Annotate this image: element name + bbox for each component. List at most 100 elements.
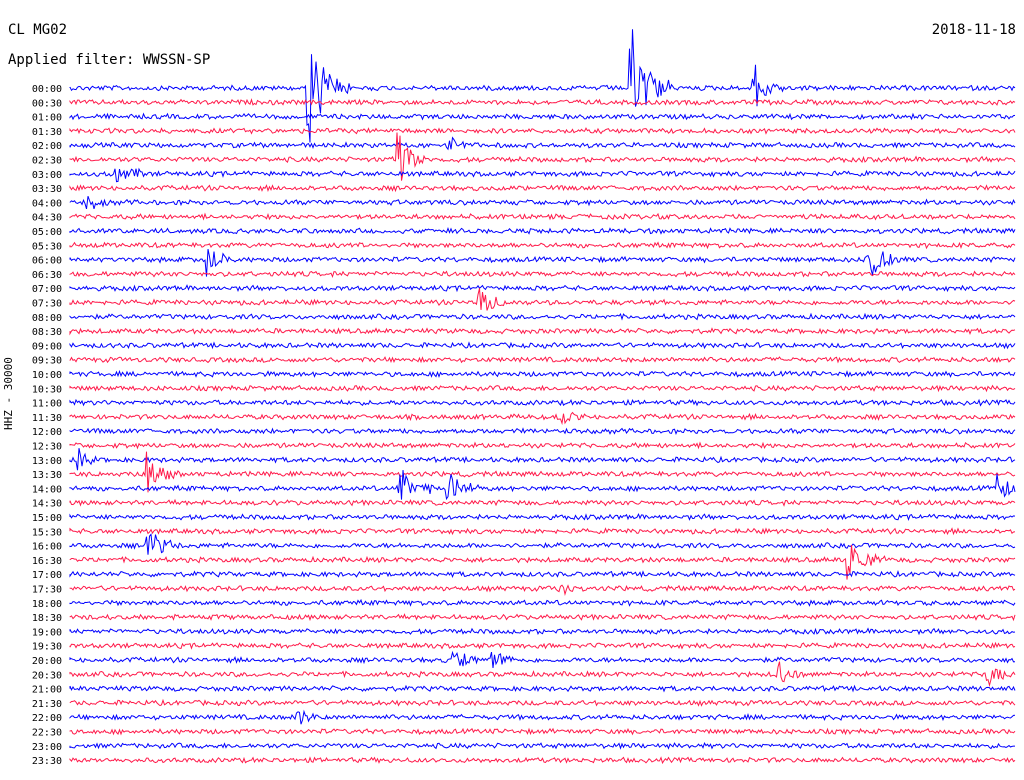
filter-subtitle: Applied filter: WWSSN-SP (8, 52, 211, 68)
seismic-trace-row (69, 742, 1015, 750)
seismic-trace-row (69, 369, 1016, 378)
seismic-trace-row (69, 132, 1016, 181)
seismic-trace-row (69, 167, 1016, 183)
seismic-trace-row (69, 127, 1016, 135)
row-time-label: 07:00 (32, 284, 62, 295)
seismic-trace-row (69, 650, 1016, 668)
station-title: CL MG02 (8, 22, 68, 38)
seismic-trace-row (69, 327, 1016, 336)
seismic-trace-row (69, 312, 1016, 321)
row-time-label: 17:00 (32, 570, 62, 581)
seismic-trace-row (69, 584, 1016, 597)
row-time-label: 10:30 (32, 384, 62, 395)
row-time-label: 12:30 (32, 442, 62, 453)
seismic-trace-row (69, 136, 1016, 151)
seismic-trace-row (69, 627, 1016, 636)
seismic-trace-row (69, 613, 1016, 622)
seismic-trace-row (69, 227, 1016, 235)
date-label: 2018-11-18 (931, 22, 1016, 38)
row-time-label: 01:30 (32, 127, 62, 138)
seismic-trace-row (69, 29, 1016, 143)
row-time-label: 23:30 (32, 756, 62, 767)
seismic-trace-row (69, 448, 1016, 471)
row-time-label: 17:30 (32, 585, 62, 596)
row-time-label: 19:00 (32, 627, 62, 638)
row-time-label: 03:00 (32, 170, 62, 181)
seismic-trace-row (69, 398, 1016, 407)
row-time-label: 06:00 (32, 256, 62, 267)
row-time-label: 02:30 (32, 156, 62, 167)
row-time-label: 12:00 (32, 427, 62, 438)
row-time-label: 16:30 (32, 556, 62, 567)
row-time-label: 19:30 (32, 642, 62, 653)
seismic-trace-row (69, 241, 1016, 250)
row-time-label: 22:30 (32, 728, 62, 739)
row-time-label: 02:00 (32, 141, 62, 152)
row-time-label: 08:00 (32, 313, 62, 324)
seismic-trace-row (69, 196, 1016, 210)
row-time-label: 10:00 (32, 370, 62, 381)
row-time-label: 09:00 (32, 341, 62, 352)
row-time-label: 06:30 (32, 270, 62, 281)
row-time-label: 11:00 (32, 399, 62, 410)
seismic-trace-row (69, 544, 1016, 580)
seismic-trace-row (69, 98, 1016, 107)
seismic-trace-row (69, 570, 1016, 579)
row-time-label: 00:30 (32, 98, 62, 109)
seismic-trace-row (69, 249, 1016, 277)
row-time-label: 13:00 (32, 456, 62, 467)
row-time-label: 21:30 (32, 699, 62, 710)
row-time-label: 05:00 (32, 227, 62, 238)
row-time-label: 09:30 (32, 356, 62, 367)
seismic-trace-row (69, 698, 1016, 707)
seismic-trace-row (69, 727, 1016, 736)
seismic-trace-row (69, 427, 1016, 435)
row-time-label: 15:30 (32, 527, 62, 538)
seismic-trace-row (69, 661, 1016, 688)
row-time-label: 21:00 (32, 685, 62, 696)
seismic-trace-row (69, 641, 1016, 650)
row-time-label: 04:30 (32, 213, 62, 224)
row-time-label: 03:30 (32, 184, 62, 195)
seismic-trace-row (69, 270, 1016, 279)
row-time-label: 01:00 (32, 113, 62, 124)
seismic-trace-row (69, 112, 1016, 121)
seismic-trace-row (69, 288, 1016, 311)
row-time-label: 14:30 (32, 499, 62, 510)
row-time-label: 18:00 (32, 599, 62, 610)
row-time-label: 00:00 (32, 84, 62, 95)
seismic-trace-row (69, 470, 1016, 501)
row-time-label: 14:00 (32, 484, 62, 495)
seismic-trace-row (69, 533, 1016, 555)
seismic-trace-row (69, 341, 1016, 350)
seismic-trace-row (69, 356, 1016, 364)
seismic-trace-row (69, 411, 1016, 426)
row-time-label: 13:30 (32, 470, 62, 481)
row-time-label: 11:30 (32, 413, 62, 424)
row-time-label: 07:30 (32, 299, 62, 310)
seismic-trace-row (69, 184, 1016, 193)
seismic-trace-row (69, 684, 1016, 693)
row-time-label: 15:00 (32, 513, 62, 524)
row-time-label: 05:30 (32, 241, 62, 252)
seismic-trace-row (69, 212, 1016, 221)
seismic-trace-row (69, 284, 1016, 293)
trace-group (69, 29, 1016, 765)
seismic-trace-row (69, 709, 1016, 725)
row-time-label: 20:30 (32, 670, 62, 681)
seismic-trace-row (69, 451, 1016, 493)
row-time-label: 16:00 (32, 542, 62, 553)
row-time-label: 23:00 (32, 742, 62, 753)
row-time-label: 08:30 (32, 327, 62, 338)
row-time-label: 04:00 (32, 198, 62, 209)
row-time-label: 22:00 (32, 713, 62, 724)
seismic-trace-row (69, 512, 1016, 522)
seismic-trace-row (69, 527, 1016, 536)
seismic-trace-row (69, 498, 1016, 507)
row-time-label: 18:30 (32, 613, 62, 624)
seismic-trace-row (69, 756, 1016, 765)
seismic-trace-row (69, 384, 1016, 393)
seismic-trace-row (69, 598, 1016, 607)
tick-label-group: 00:00 00:30 01:00 01:30 02:00 02:30 03:00 03:30… (32, 84, 62, 767)
